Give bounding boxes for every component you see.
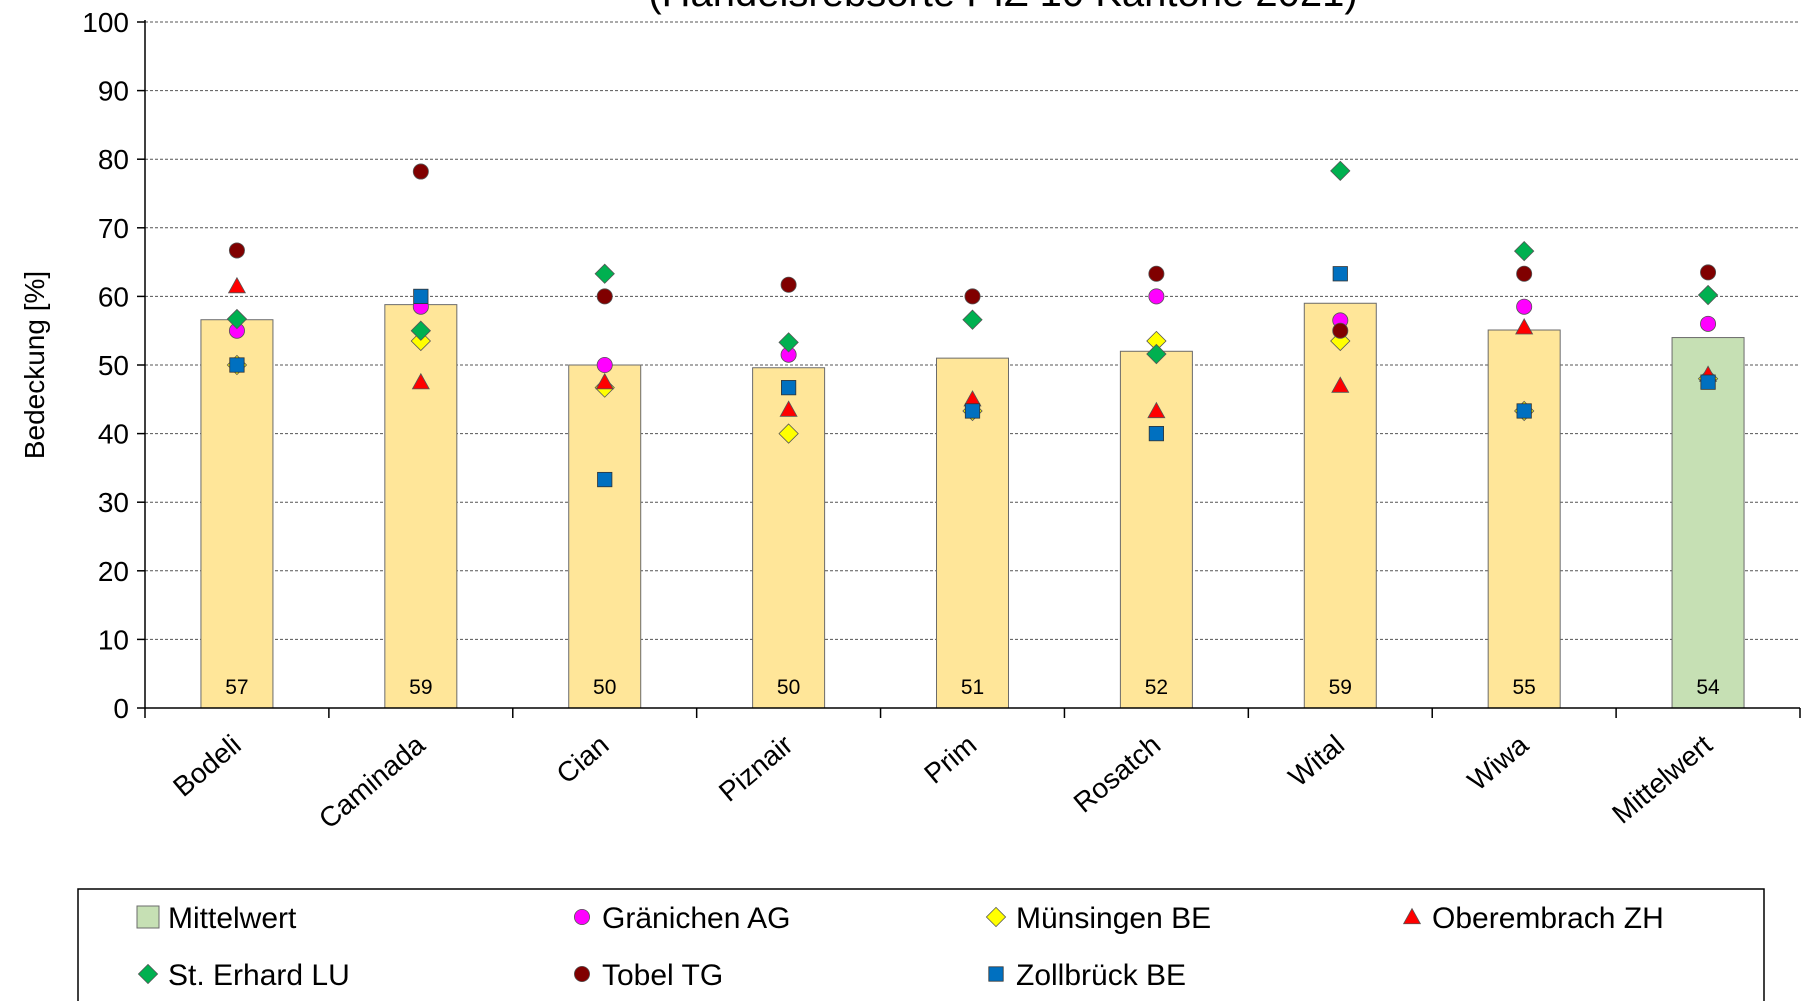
legend-box: [77, 888, 1765, 1001]
y-tick-label: 30: [98, 487, 129, 518]
data-point: [596, 356, 613, 373]
data-point: [778, 332, 799, 353]
data-point: [1700, 315, 1717, 332]
data-point: [229, 357, 245, 373]
data-point: [1516, 298, 1533, 315]
y-tick-label: 100: [82, 7, 129, 38]
data-point: [1516, 403, 1532, 419]
y-tick-label: 60: [98, 281, 129, 312]
bar: [1487, 329, 1561, 709]
bar-data-label: 55: [1512, 676, 1535, 699]
data-point: [226, 308, 248, 330]
legend-label: Zollbrück BE: [1016, 959, 1186, 992]
legend-marker: [136, 905, 160, 929]
data-point: [410, 330, 431, 352]
legend-label: Oberembrach ZH: [1432, 902, 1664, 935]
legend-label: Mittelwert: [168, 902, 297, 935]
data-point: [412, 163, 429, 180]
x-tick-label: Piznair: [713, 729, 798, 808]
data-point: [410, 320, 431, 341]
chart-title: (Handelsrebsorte PIZ 10 Kantone 2021): [648, 0, 1357, 15]
bar: [384, 304, 458, 709]
legend-marker: [988, 966, 1004, 982]
bar: [1303, 302, 1377, 709]
data-point: [1514, 240, 1535, 262]
legend-marker: [574, 909, 591, 926]
data-point: [1700, 374, 1716, 390]
bar-data-label: 59: [409, 676, 432, 699]
bar-data-label: 54: [1696, 676, 1720, 699]
data-point: [1697, 284, 1719, 306]
bar: [200, 319, 274, 709]
data-point: [594, 263, 615, 284]
bar-data-label: 51: [961, 676, 984, 699]
data-point: [1332, 322, 1349, 339]
bar-data-label: 50: [777, 676, 800, 699]
data-point: [413, 288, 429, 305]
data-point: [597, 471, 613, 488]
legend-marker: [1402, 907, 1422, 925]
x-tick-label: Cian: [551, 729, 615, 790]
y-tick-label: 10: [98, 624, 129, 655]
data-point: [411, 372, 430, 390]
data-point: [1700, 264, 1717, 281]
data-point: [781, 380, 797, 396]
data-point: [778, 423, 799, 444]
legend-marker: [574, 966, 591, 983]
data-point: [1146, 343, 1167, 365]
data-point: [596, 288, 613, 305]
markers-layer: [226, 160, 1719, 488]
data-point: [1147, 401, 1166, 419]
y-tick-label: 40: [98, 419, 129, 450]
y-tick-label: 70: [98, 213, 129, 244]
legend-marker: [985, 906, 1007, 928]
data-point: [962, 309, 983, 330]
data-point: [1515, 318, 1534, 335]
x-tick-label: Prim: [918, 729, 982, 790]
legend: Mittelwert Gränichen AG Münsingen BE Oberem…: [77, 888, 1765, 1001]
legend-label: Tobel TG: [602, 959, 723, 992]
legend-label: Gränichen AG: [602, 902, 790, 935]
x-tick-label: Wiwa: [1462, 729, 1535, 797]
x-tick-label: Bodeli: [167, 729, 247, 803]
data-point: [1330, 160, 1351, 182]
data-point: [1148, 425, 1164, 442]
legend-label: Münsingen BE: [1016, 902, 1211, 935]
bar: [752, 367, 826, 709]
data-point: [1148, 265, 1165, 282]
x-tick-label: Caminada: [313, 729, 431, 835]
y-tick-label: 20: [98, 556, 129, 587]
data-point: [780, 276, 797, 293]
data-point: [1331, 376, 1350, 393]
data-point: [779, 400, 798, 417]
data-point: [1516, 265, 1533, 282]
legend-label: St. Erhard LU: [168, 959, 350, 992]
axes-layer: 0 10 20 30 40 50 60 70 80 90 100: [82, 7, 1801, 724]
bars-layer: [200, 302, 1745, 709]
y-tick-label: 50: [98, 350, 129, 381]
x-tick-label: Mittelwert: [1606, 729, 1718, 830]
y-tick-label: 0: [113, 693, 129, 724]
data-point: [1332, 266, 1348, 282]
data-point: [964, 403, 981, 419]
x-tick-label: Rosatch: [1068, 729, 1167, 819]
x-tick-label: Wital: [1283, 729, 1351, 793]
data-point: [595, 372, 614, 390]
y-axis-title: Bedeckung [%]: [19, 271, 50, 459]
bar-data-label: 52: [1145, 676, 1168, 699]
bar: [568, 364, 642, 709]
data-point: [1148, 288, 1165, 305]
y-tick-label: 80: [98, 144, 129, 175]
bar-data-label: 50: [593, 676, 616, 699]
data-point: [964, 288, 981, 305]
bar-data-label: 57: [225, 676, 248, 699]
y-tick-label: 90: [98, 76, 129, 107]
data-point: [227, 276, 247, 294]
mean-bar: [1671, 337, 1745, 709]
legend-marker: [137, 963, 159, 985]
bar-data-label: 59: [1329, 676, 1352, 699]
data-point: [228, 242, 245, 259]
